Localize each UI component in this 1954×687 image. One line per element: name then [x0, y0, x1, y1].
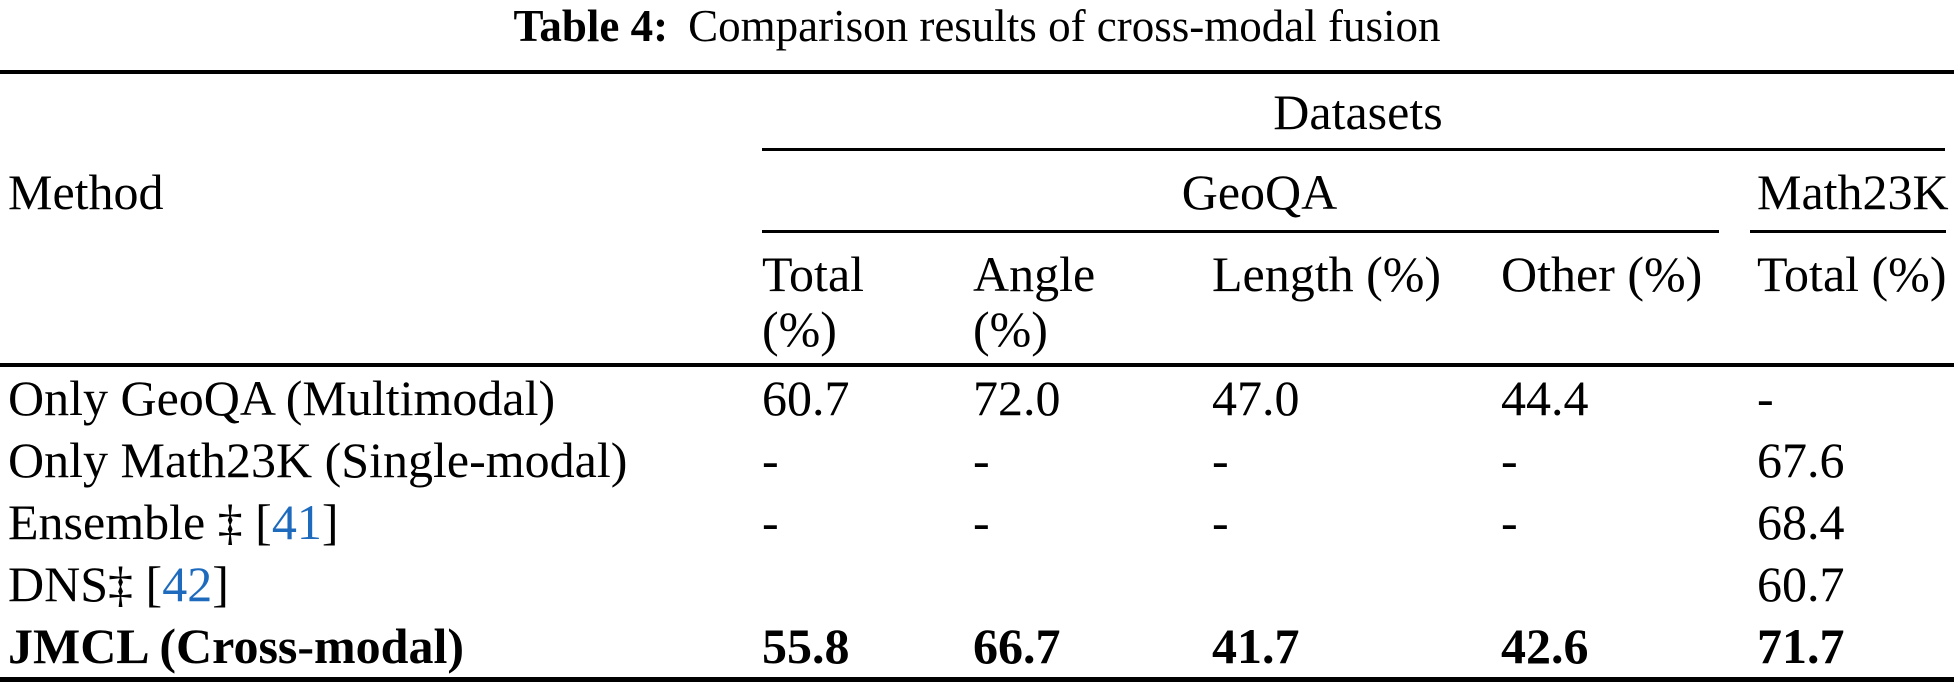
method-cell: Ensemble ‡ [41]	[0, 491, 762, 553]
header-col-length: Length (%)	[1212, 233, 1501, 367]
method-text-post: ]	[321, 494, 339, 550]
rule-under-math23k	[1750, 230, 1946, 233]
method-cell: JMCL (Cross-modal)	[0, 615, 762, 677]
citation-link[interactable]: 41	[271, 494, 322, 550]
comparison-table: Datasets Method GeoQA Math23K Total (%) …	[0, 74, 1954, 677]
header-col-line2: (%)	[973, 301, 1048, 357]
header-geoqa: GeoQA	[1181, 163, 1338, 220]
method-text: Ensemble ‡ [	[8, 494, 272, 550]
value-cell: 47.0	[1212, 370, 1300, 426]
header-col-total-geoqa: Total (%)	[762, 233, 973, 367]
table-caption-label: Table 4:	[513, 1, 669, 51]
header-col-angle: Angle (%)	[973, 233, 1212, 367]
value-cell	[1501, 553, 1757, 615]
method-text-post: ]	[212, 556, 229, 612]
value-cell: -	[1501, 494, 1518, 550]
value-cell: 55.8	[762, 618, 850, 674]
rule-under-geoqa	[762, 230, 1719, 233]
value-cell: -	[1501, 432, 1518, 488]
header-col-line1: Total (%)	[1757, 246, 1947, 302]
rule-header-separator	[0, 363, 1954, 367]
value-cell: -	[973, 494, 990, 550]
header-col-line1: Other (%)	[1501, 246, 1703, 302]
citation-link[interactable]: 42	[162, 556, 213, 612]
table-caption-text: Comparison results of cross-modal fusion	[688, 1, 1441, 51]
header-math23k: Math23K	[1757, 163, 1949, 220]
value-cell: 66.7	[973, 618, 1061, 674]
header-col-line1: Total	[762, 246, 865, 302]
rule-under-datasets	[762, 148, 1945, 151]
value-cell: -	[1212, 432, 1229, 488]
method-cell: Only Math23K (Single-modal)	[0, 429, 762, 491]
method-text: Only GeoQA (Multimodal)	[8, 370, 556, 426]
value-cell	[973, 553, 1212, 615]
header-col-other: Other (%)	[1501, 233, 1757, 367]
value-cell: 60.7	[762, 370, 850, 426]
value-cell	[1212, 553, 1501, 615]
table-caption: Table 4: Comparison results of cross-moda…	[0, 0, 1954, 52]
header-col-line1: Angle	[973, 246, 1096, 302]
method-text: Only Math23K (Single-modal)	[8, 432, 628, 488]
header-datasets: Datasets	[1273, 84, 1443, 140]
value-cell: -	[762, 494, 779, 550]
rule-bottom	[0, 677, 1954, 682]
value-cell: 42.6	[1501, 618, 1589, 674]
method-cell: DNS‡ [42]	[0, 553, 762, 615]
rule-top	[0, 70, 1954, 74]
method-cell: Only GeoQA (Multimodal)	[0, 367, 762, 429]
value-cell: -	[1212, 494, 1229, 550]
value-cell: 60.7	[1757, 556, 1845, 612]
method-text: JMCL (Cross-modal)	[8, 618, 465, 674]
value-cell: -	[762, 432, 779, 488]
value-cell: 67.6	[1757, 432, 1845, 488]
value-cell: 68.4	[1757, 494, 1845, 550]
value-cell: 41.7	[1212, 618, 1300, 674]
value-cell	[762, 553, 973, 615]
value-cell: -	[1757, 370, 1774, 426]
header-col-line2: (%)	[762, 301, 837, 357]
value-cell: 72.0	[973, 370, 1061, 426]
value-cell: 44.4	[1501, 370, 1589, 426]
value-cell: -	[973, 432, 990, 488]
method-text: DNS‡ [	[8, 556, 163, 612]
header-col-total-math23k: Total (%)	[1757, 233, 1954, 367]
header-method: Method	[8, 163, 164, 220]
value-cell: 71.7	[1757, 618, 1845, 674]
header-col-line1: Length (%)	[1212, 246, 1442, 302]
